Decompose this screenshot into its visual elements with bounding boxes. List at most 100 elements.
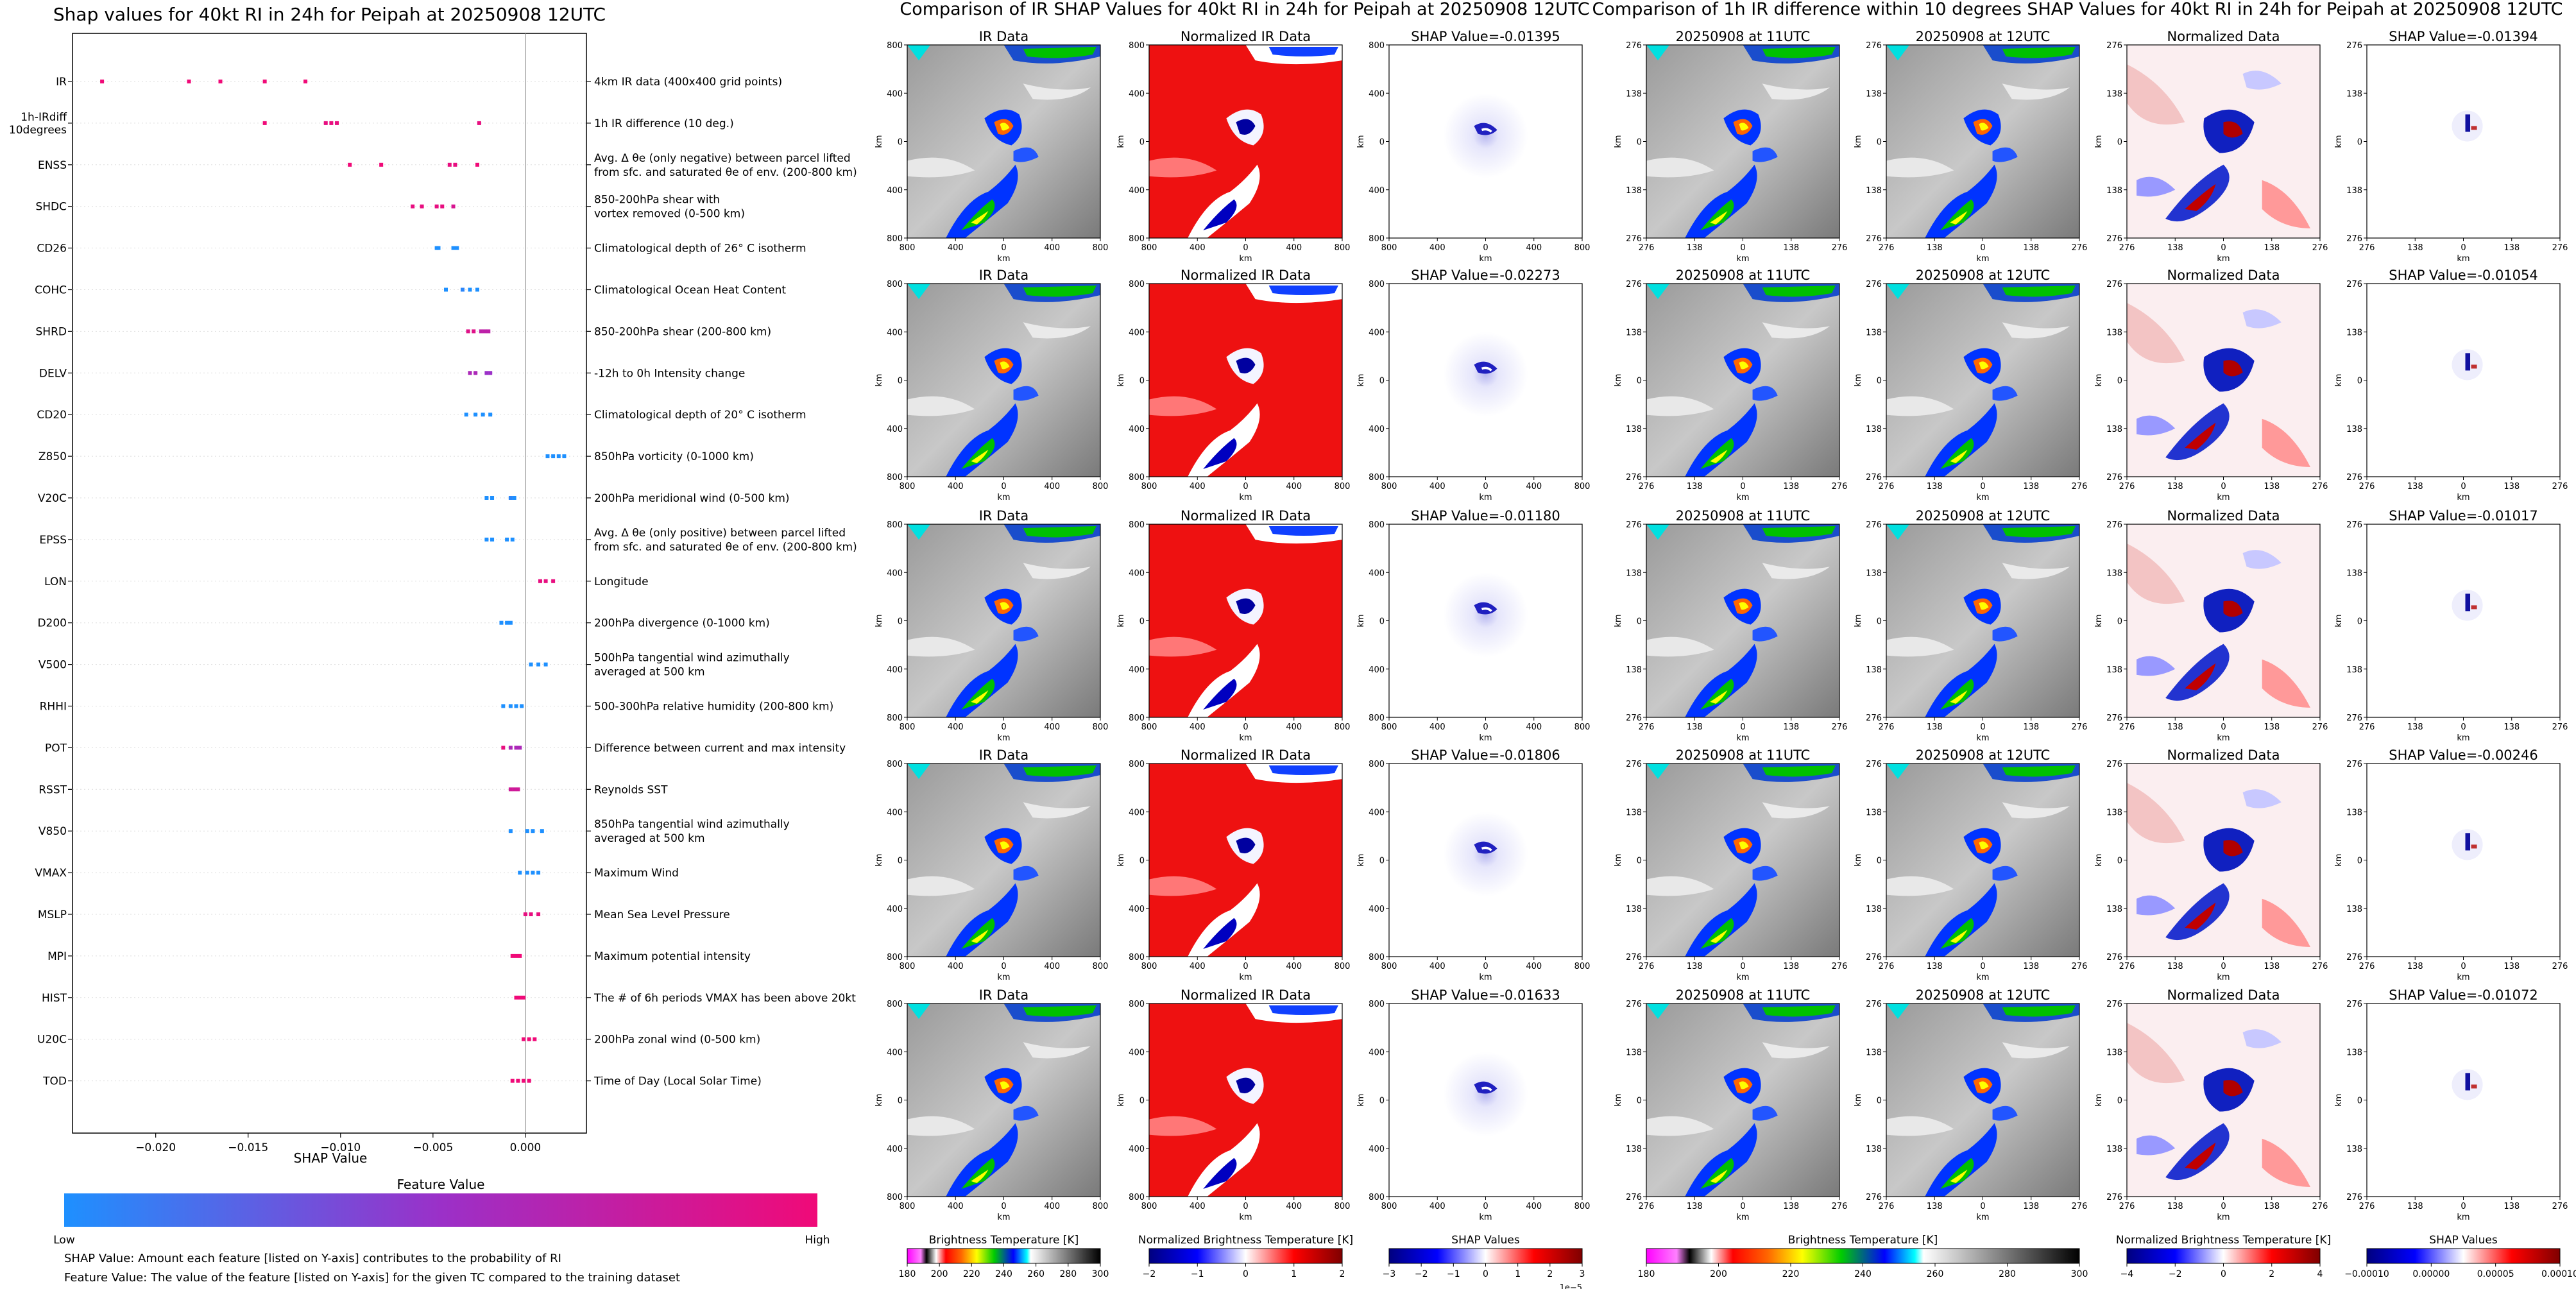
y-tick-label: 400 <box>1369 665 1385 675</box>
x-tick-label: 138 <box>2023 243 2039 253</box>
y-tick-label: 276 <box>2106 760 2122 769</box>
feature-description-label: -12h to 0h Intensity change <box>594 367 745 380</box>
x-tick-label: 800 <box>1093 243 1109 253</box>
dshap-image <box>2367 524 2560 717</box>
shap-point <box>520 704 524 708</box>
y-tick-label: 138 <box>2346 89 2362 99</box>
y-tick-label: 800 <box>887 473 903 482</box>
feature-code-label: D200 <box>37 617 67 630</box>
x-tick-label: 276 <box>2072 482 2088 491</box>
x-axis-label: km <box>2217 254 2230 264</box>
y-tick-label: 400 <box>1129 186 1145 196</box>
y-tick-label: 276 <box>1626 234 1642 244</box>
x-tick-label: 276 <box>2312 482 2328 491</box>
shap-point <box>475 162 480 167</box>
x-tick-label: 0 <box>1740 962 1745 971</box>
feature-description-label: 200hPa meridional wind (0-500 km) <box>594 492 790 505</box>
y-tick-label: 138 <box>1626 186 1642 196</box>
ir-image <box>1886 764 2079 957</box>
x-tick-label: 276 <box>2552 482 2568 491</box>
y-tick-label: 800 <box>1129 953 1145 962</box>
shap-point <box>411 204 415 209</box>
y-tick-label: 138 <box>1626 328 1642 337</box>
colorbar-tick-label: 2 <box>2269 1269 2274 1279</box>
shap-point <box>522 995 526 1000</box>
feature-description-label: averaged at 500 km <box>594 832 705 845</box>
y-tick-label: 400 <box>887 905 903 914</box>
y-axis-label: km <box>1356 135 1366 148</box>
feature-code-label: SHRD <box>36 325 67 338</box>
colorbar-high-label: High <box>805 1234 830 1247</box>
x-tick-label: 400 <box>1044 243 1060 253</box>
x-tick-label: 800 <box>900 722 916 732</box>
shap-point <box>510 537 515 542</box>
y-tick-label: 276 <box>2106 520 2122 530</box>
colorbar-tick-label: 1 <box>1515 1269 1521 1279</box>
colorbar-tick-label: 0 <box>1243 1269 1249 1279</box>
panel-title: SHAP Value=-0.01394 <box>2389 29 2538 44</box>
y-tick-label: 800 <box>887 520 903 530</box>
shap-point <box>514 995 518 1000</box>
x-tick-label: 138 <box>2503 722 2520 732</box>
x-axis-label: km <box>1736 733 1749 743</box>
x-axis-label: km <box>1736 254 1749 264</box>
x-tick-label: 276 <box>1639 1202 1655 1211</box>
colorbar-offset-label: 1e−5 <box>1560 1283 1582 1289</box>
x-tick-label: 0 <box>1980 1202 1985 1211</box>
y-tick-label: 400 <box>1129 425 1145 434</box>
y-tick-label: 138 <box>1626 665 1642 675</box>
panel-title: 20250908 at 11UTC <box>1676 508 1811 524</box>
colorbar-tick-label: 220 <box>963 1269 980 1279</box>
y-tick-label: 0 <box>2117 138 2122 148</box>
x-tick-label: 138 <box>1783 962 1799 971</box>
y-tick-label: 800 <box>887 713 903 723</box>
panel-title: Normalized IR Data <box>1181 747 1311 763</box>
feature-description-label: Climatological Ocean Heat Content <box>594 284 786 297</box>
y-axis-label: km <box>1116 853 1126 866</box>
y-tick-label: 138 <box>1866 665 1882 675</box>
feature-code-label: CD20 <box>37 409 67 422</box>
x-axis-label: km <box>2457 254 2469 264</box>
shap-point <box>468 371 472 375</box>
x-axis-label: km <box>2217 493 2230 502</box>
ndiff-image <box>2127 45 2320 238</box>
ir-image <box>1646 284 1839 477</box>
y-tick-label: 800 <box>887 41 903 51</box>
panel-title: IR Data <box>979 747 1029 763</box>
shap-point <box>440 204 445 209</box>
x-tick-label: 0.000 <box>510 1141 542 1154</box>
x-tick-label: 276 <box>1639 243 1655 253</box>
shap-point <box>508 746 513 750</box>
y-tick-label: 276 <box>1626 760 1642 769</box>
panel-title: SHAP Value=-0.01395 <box>1411 29 1560 44</box>
y-tick-label: 138 <box>1866 808 1882 817</box>
x-tick-label: 800 <box>1574 482 1591 491</box>
feature-description-label: from sfc. and saturated θe of env. (200-… <box>594 166 857 179</box>
x-tick-label: 276 <box>2119 1202 2135 1211</box>
x-axis-label: km <box>1239 1213 1252 1222</box>
y-axis-label: km <box>2094 614 2104 627</box>
x-tick-label: −0.015 <box>228 1141 268 1154</box>
y-tick-label: 0 <box>2117 857 2122 866</box>
x-tick-label: 138 <box>2407 722 2423 732</box>
colorbar-label: Normalized Brightness Temperature [K] <box>2116 1234 2331 1247</box>
shap-point <box>529 662 533 667</box>
y-tick-label: 800 <box>1369 1193 1385 1202</box>
x-tick-label: 138 <box>2023 1202 2039 1211</box>
y-tick-label: 800 <box>1129 1000 1145 1009</box>
shap-point <box>529 912 533 916</box>
x-tick-label: 138 <box>2023 482 2039 491</box>
y-tick-label: 0 <box>898 617 903 627</box>
y-axis-label: km <box>1116 1093 1126 1106</box>
shap-point <box>518 995 522 1000</box>
feature-description-label: 850hPa tangential wind azimuthally <box>594 818 790 831</box>
x-tick-label: 800 <box>1093 482 1109 491</box>
x-tick-label: 138 <box>2023 962 2039 971</box>
x-tick-label: 400 <box>1286 722 1302 732</box>
y-axis-label: km <box>1356 853 1366 866</box>
feature-description-label: from sfc. and saturated θe of env. (200-… <box>594 541 857 554</box>
panel-title: SHAP Value=-0.01054 <box>2389 268 2538 283</box>
y-tick-label: 0 <box>1637 138 1642 148</box>
y-tick-label: 800 <box>1129 41 1145 51</box>
y-tick-label: 276 <box>2346 520 2362 530</box>
